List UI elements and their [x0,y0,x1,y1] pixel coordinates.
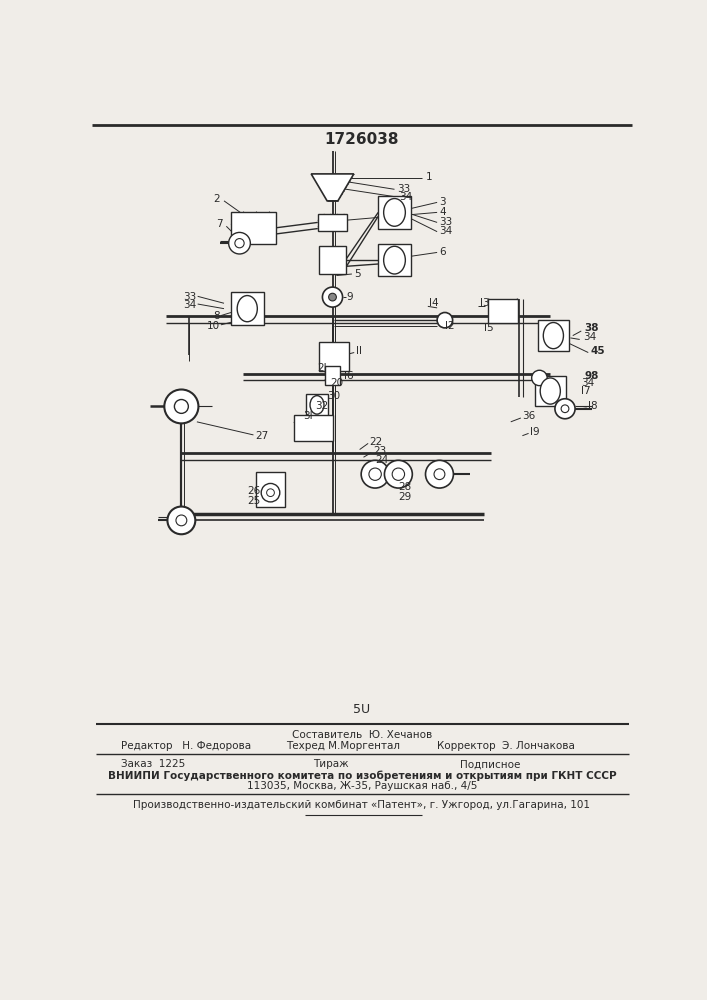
Text: 3: 3 [440,197,446,207]
Bar [378,196,411,229]
Text: 2I: 2I [317,363,327,373]
Circle shape [176,515,187,526]
Text: 98: 98 [585,371,599,381]
Text: I4: I4 [429,298,439,308]
Bar [325,366,340,385]
Text: II: II [356,346,362,356]
Text: I7: I7 [581,386,591,396]
Text: 23: 23 [373,446,386,456]
Text: 25: 25 [247,496,260,506]
Ellipse shape [237,296,257,322]
Bar [534,376,566,406]
Ellipse shape [540,378,561,404]
Circle shape [261,483,280,502]
Text: 33: 33 [397,184,410,194]
Text: 5U: 5U [354,703,370,716]
Text: I3: I3 [480,298,489,308]
Text: 34: 34 [440,226,452,236]
Text: 27: 27 [255,431,268,441]
Bar [538,320,569,351]
Text: 34: 34 [399,192,412,202]
Text: 5: 5 [354,269,361,279]
Text: 9: 9 [346,292,353,302]
Text: I2: I2 [445,321,455,331]
Bar [489,299,518,323]
Circle shape [561,405,569,413]
Circle shape [175,400,188,413]
Bar [306,394,328,416]
Circle shape [361,460,389,488]
Text: 36: 36 [522,411,536,421]
Text: 20: 20 [330,378,344,388]
Circle shape [555,399,575,419]
Circle shape [228,232,250,254]
Text: 28: 28 [398,482,411,492]
Bar [378,244,411,276]
Text: 33: 33 [184,292,197,302]
Circle shape [164,389,199,423]
Text: Тираж: Тираж [313,759,349,769]
Circle shape [437,312,452,328]
Text: 1: 1 [426,172,432,182]
Circle shape [434,469,445,480]
Circle shape [385,460,412,488]
Text: 34: 34 [184,300,197,310]
Text: 2: 2 [214,194,220,204]
Text: 22: 22 [370,437,383,447]
Circle shape [532,370,547,386]
Text: ВНИИПИ Государственного комитета по изобретениям и открытиям при ГКНТ СССР: ВНИИПИ Государственного комитета по изоб… [107,770,617,781]
Text: 4: 4 [440,207,446,217]
Text: 24: 24 [375,455,388,465]
Text: 33: 33 [440,217,452,227]
Text: 10: 10 [207,321,220,331]
Text: 32: 32 [315,401,328,411]
Text: 7: 7 [216,219,223,229]
Text: 34: 34 [581,378,595,388]
Text: 45: 45 [590,346,605,356]
Ellipse shape [384,246,405,274]
Text: 3I: 3I [303,411,312,421]
Text: I6: I6 [344,371,354,381]
Ellipse shape [543,323,563,349]
Circle shape [369,468,381,480]
Text: Составитель  Ю. Хечанов: Составитель Ю. Хечанов [292,730,432,740]
Text: 8: 8 [214,311,220,321]
Text: Корректор  Э. Лончакова: Корректор Э. Лончакова [437,741,575,751]
Text: Заказ  1225: Заказ 1225 [121,759,185,769]
Circle shape [329,293,337,301]
Ellipse shape [384,199,405,226]
Circle shape [267,489,274,497]
Text: Техред М.Моргентал: Техред М.Моргентал [286,741,400,751]
Circle shape [168,507,195,534]
Circle shape [322,287,343,307]
Bar [256,472,285,507]
Text: 34: 34 [583,332,596,342]
Text: 6: 6 [440,247,446,257]
Text: 38: 38 [585,323,599,333]
Text: Редактор   Н. Федорова: Редактор Н. Федорова [121,741,251,751]
Text: 29: 29 [398,492,411,502]
Text: Производственно-издательский комбинат «Патент», г. Ужгород, ул.Гагарина, 101: Производственно-издательский комбинат «П… [134,800,590,810]
Bar [231,212,276,244]
Ellipse shape [310,396,324,414]
Circle shape [426,460,453,488]
Bar [293,415,332,441]
Text: 1726038: 1726038 [325,132,399,147]
Bar [231,292,264,325]
Bar [319,246,346,274]
Text: I9: I9 [530,427,539,437]
Bar [317,214,347,231]
Text: I8: I8 [588,401,598,411]
Circle shape [235,239,244,248]
Bar [320,342,349,371]
Text: Подписное: Подписное [460,759,521,769]
Text: I5: I5 [484,323,493,333]
Circle shape [392,468,404,480]
Polygon shape [311,174,354,201]
Text: 113035, Москва, Ж-35, Раушская наб., 4/5: 113035, Москва, Ж-35, Раушская наб., 4/5 [247,781,477,791]
Text: 26: 26 [247,486,260,496]
Text: 30: 30 [327,391,340,401]
